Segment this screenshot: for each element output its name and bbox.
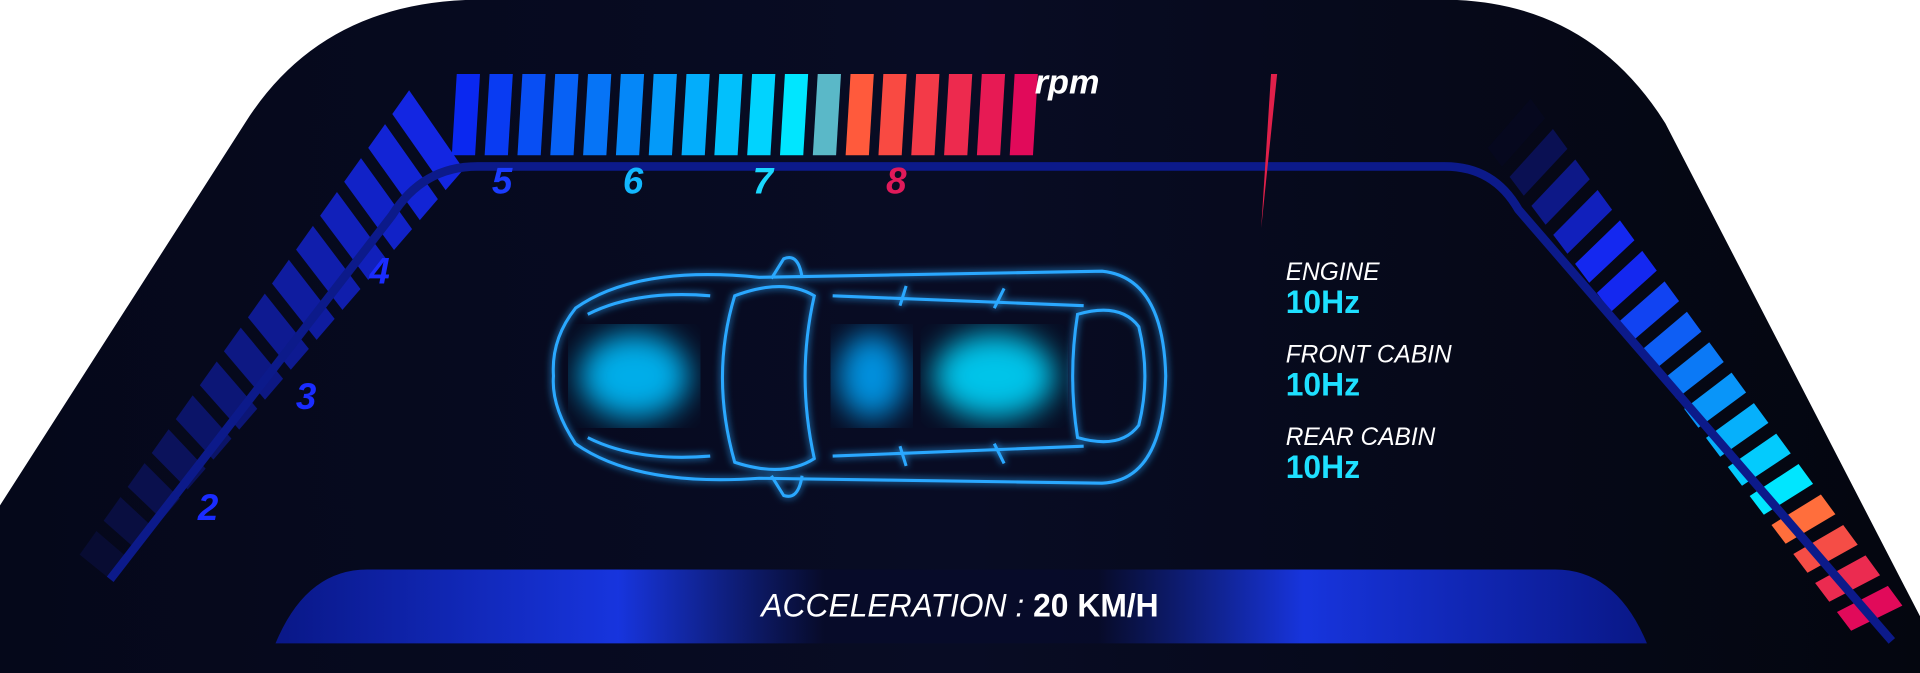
gauge-number: 5 [492, 160, 513, 201]
engine-zone [579, 332, 690, 420]
gauge-number: 6 [623, 160, 644, 201]
rpm-bar [714, 73, 743, 156]
reading-label: REAR CABIN [1286, 424, 1436, 451]
car [551, 256, 1168, 498]
acceleration-label: ACCELERATION : [759, 587, 1024, 623]
rpm-bar [1640, 311, 1702, 370]
reading-label: FRONT CABIN [1286, 341, 1452, 368]
reading-value: 10Hz [1286, 367, 1360, 403]
rpm-bar [1531, 159, 1590, 225]
rpm-bar [976, 73, 1006, 156]
rpm-bar [583, 73, 612, 156]
reading-label: ENGINE [1286, 259, 1380, 286]
rpm-bar [272, 259, 335, 340]
gauge-number: 2 [197, 487, 219, 528]
gauge-number: 7 [753, 160, 775, 201]
rpm-bar [320, 191, 387, 280]
rpm-bar [1509, 129, 1568, 196]
rpm-bar [1009, 73, 1038, 156]
acceleration-value: 20 KM/H [1033, 587, 1159, 623]
gauge-number: 3 [296, 376, 317, 417]
reading-value: 10Hz [1286, 284, 1360, 320]
rpm-bars [79, 73, 1903, 631]
rpm-bar [911, 73, 940, 156]
rpm-bar [1553, 189, 1613, 254]
rpm-bar [1575, 220, 1635, 283]
rpm-label: rpm [1035, 64, 1100, 102]
rpm-bar [484, 73, 513, 156]
rpm-bar [451, 73, 480, 156]
rpm-bar [878, 73, 907, 156]
gauge-number: 4 [368, 250, 389, 291]
rpm-bar [1793, 524, 1858, 573]
needle [1261, 73, 1278, 229]
rpm-bar [780, 73, 809, 156]
rpm-bar [1749, 464, 1814, 515]
rpm-bar [944, 73, 973, 156]
front-cabin-zone [837, 332, 907, 420]
rpm-bar [1662, 342, 1724, 399]
rear-cabin-zone [933, 332, 1056, 420]
rpm-bar [812, 73, 841, 156]
rpm-bar [681, 73, 710, 156]
rpm-bar [517, 73, 546, 156]
rpm-bar [615, 73, 645, 156]
rpm-bar [1487, 98, 1546, 167]
rpm-bar [1618, 281, 1680, 341]
rpm-bar [845, 73, 874, 156]
rpm-bar [550, 73, 579, 156]
rpm-bar [747, 73, 776, 156]
rpm-bar [392, 90, 464, 191]
rpm-bar [1815, 555, 1881, 602]
rpm-track [106, 162, 1896, 644]
rpm-bar [344, 158, 413, 251]
rpm-bar [1596, 250, 1657, 312]
rpm-bar [1836, 585, 1903, 631]
gauge-numbers: 2 3 4 5 6 7 8 [197, 160, 907, 528]
acceleration-text: ACCELERATION : 20 KM/H [759, 587, 1158, 623]
rpm-bar [1771, 494, 1836, 544]
gauge-number: 8 [886, 160, 907, 201]
reading-value: 10Hz [1286, 449, 1360, 485]
rpm-bar [296, 225, 361, 310]
rpm-bar [368, 124, 438, 221]
rpm-bar [247, 293, 309, 370]
rpm-bar [648, 73, 677, 156]
acceleration-band [275, 569, 1647, 644]
